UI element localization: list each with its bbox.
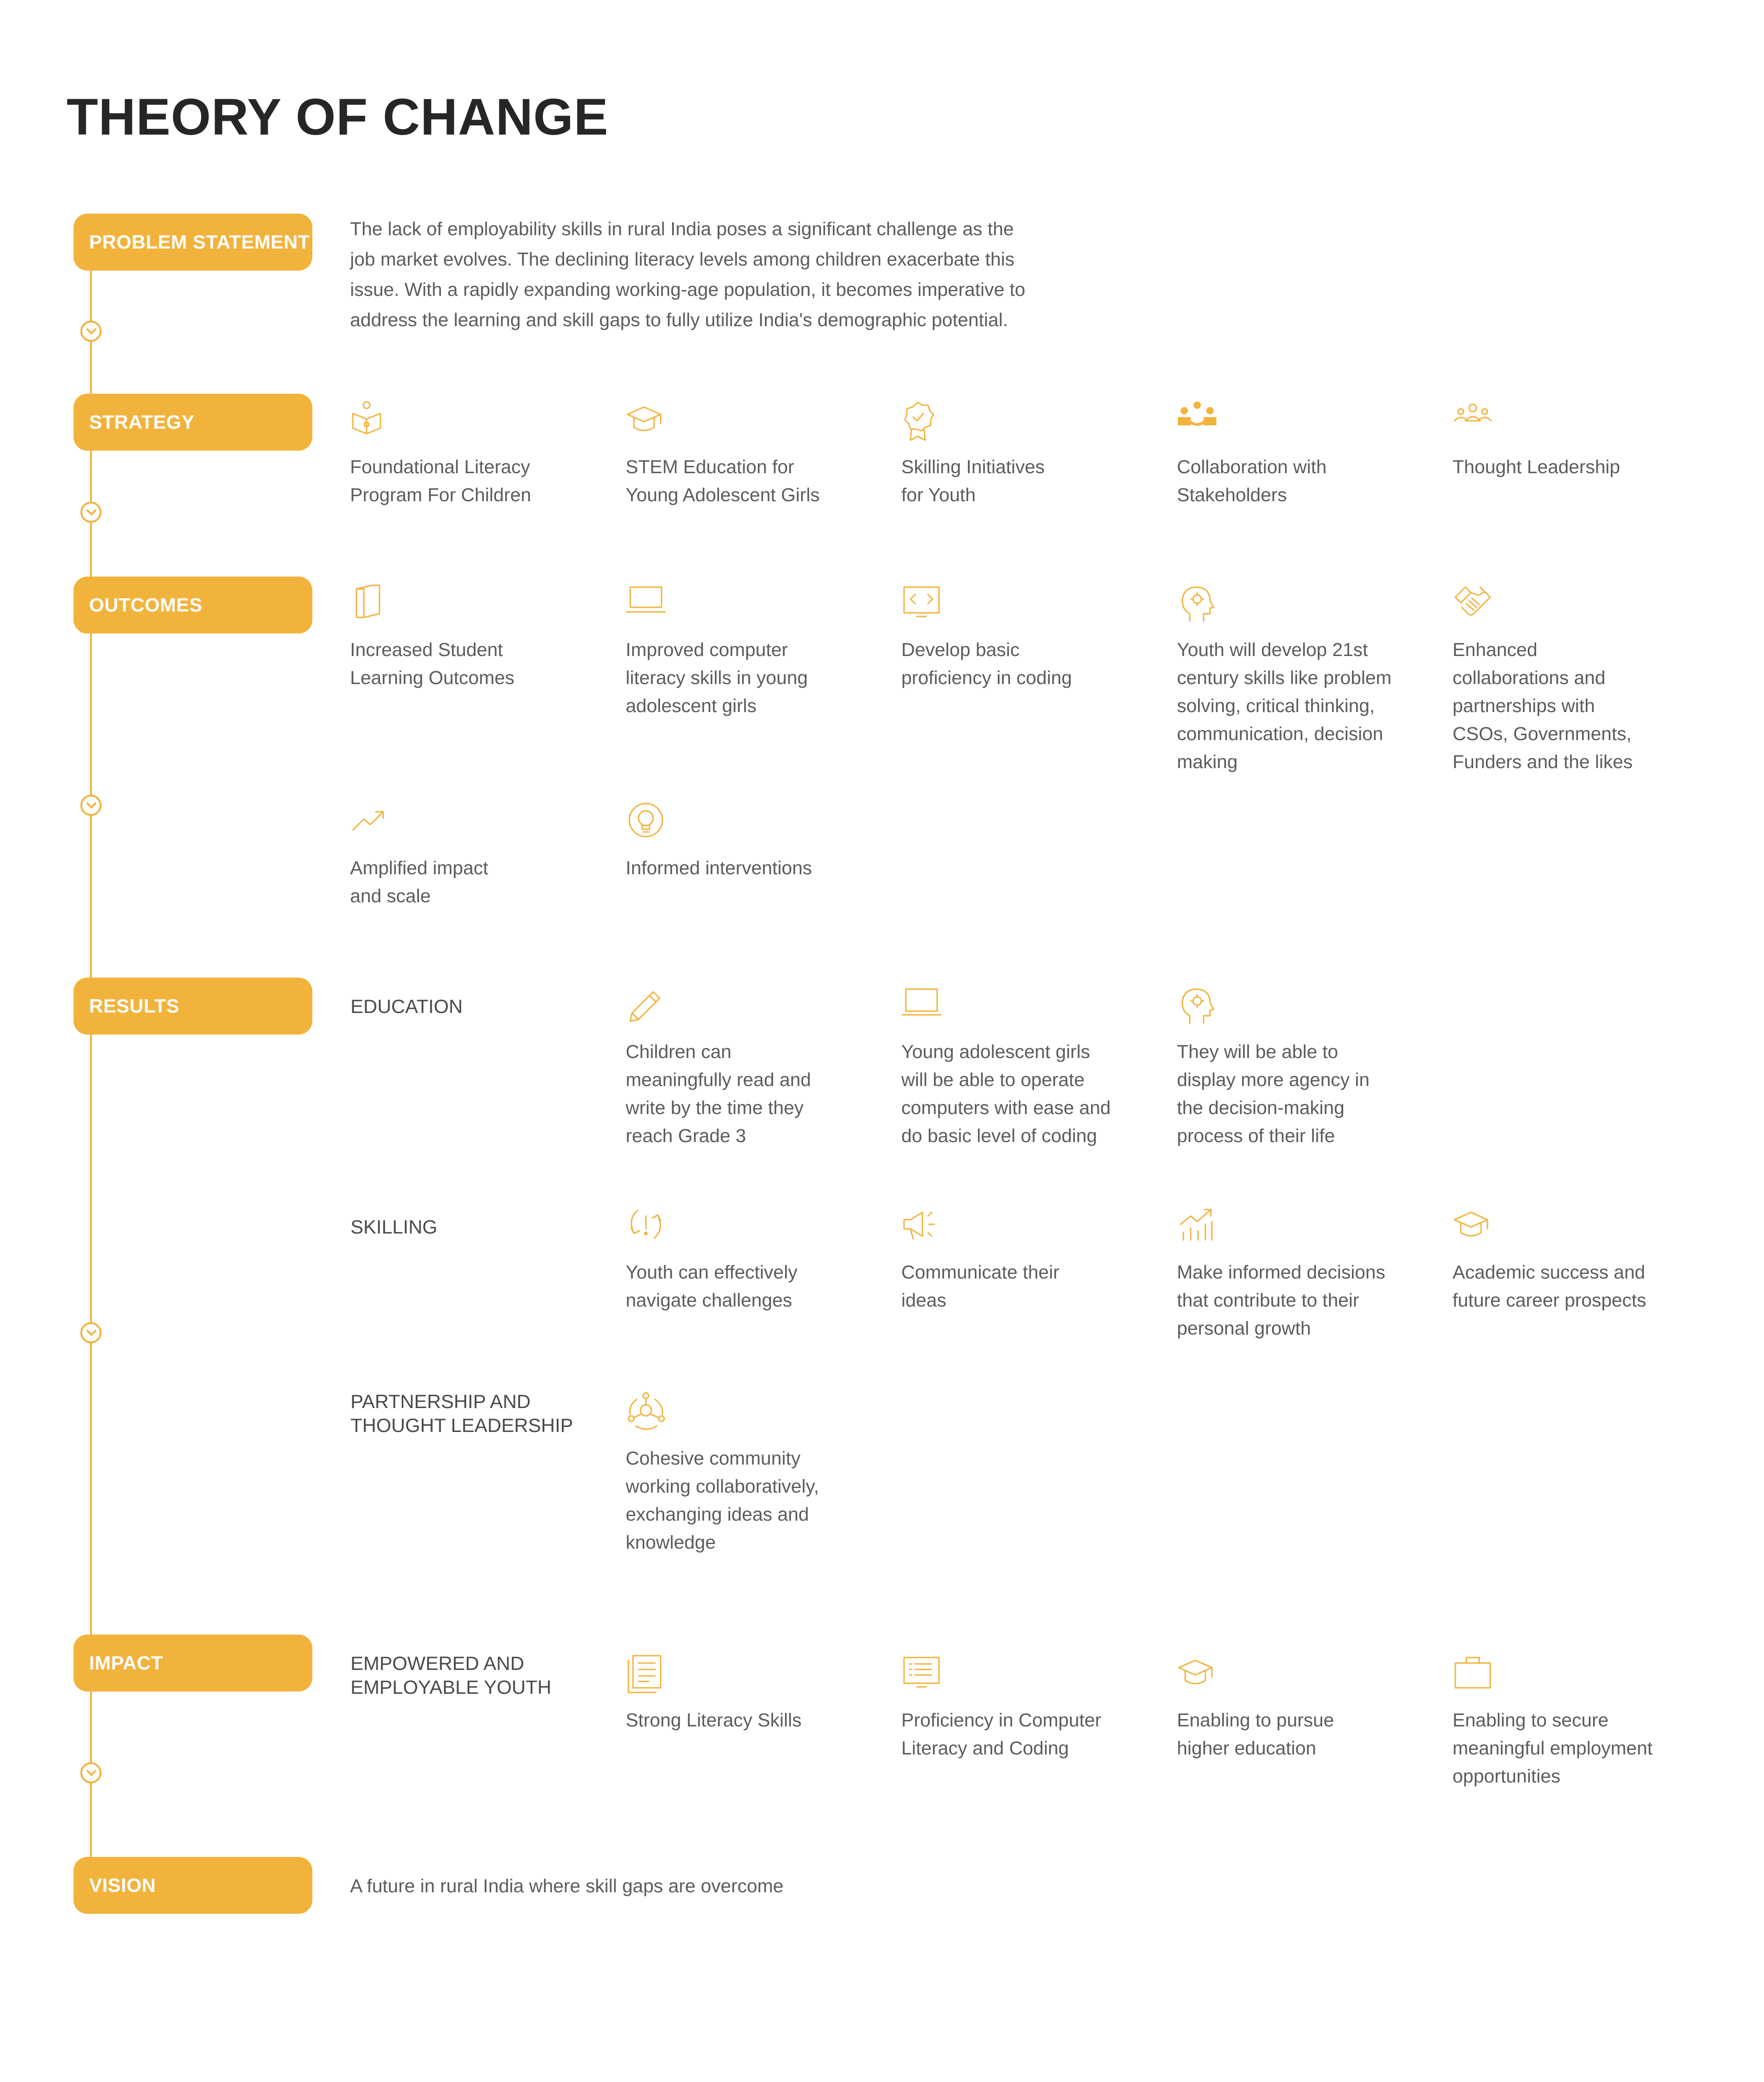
result-item: Academic success and future career prospe… bbox=[1453, 1206, 1710, 1314]
pencil-icon bbox=[626, 985, 667, 1027]
laptop-icon bbox=[901, 985, 943, 1027]
briefcase-icon bbox=[1453, 1654, 1494, 1695]
chevron-down-icon bbox=[80, 321, 102, 342]
outcome-item: Youth will develop 21st century skills li… bbox=[1177, 583, 1434, 776]
impact-item: Strong Literacy Skills bbox=[626, 1654, 883, 1734]
problem-statement-text: The lack of employability skills in rura… bbox=[350, 218, 1025, 330]
strategy-item: STEM Education for Young Adolescent Girls bbox=[626, 401, 883, 509]
growth-chart-icon bbox=[1177, 1206, 1218, 1247]
vision-text: A future in rural India where skill gaps… bbox=[350, 1875, 784, 1896]
strategy-item: Foundational Literacy Program For Childre… bbox=[350, 401, 607, 509]
result-item: Communicate their ideas bbox=[901, 1206, 1159, 1314]
result-item: Children can meaningfully read and write b… bbox=[626, 985, 883, 1150]
reading-child-icon bbox=[350, 401, 391, 442]
graduation-cap-icon bbox=[1177, 1654, 1218, 1695]
chevron-down-icon bbox=[80, 795, 102, 816]
stage-vision: VISION bbox=[74, 1857, 312, 1914]
strategy-item: Collaboration with Stakeholders bbox=[1177, 401, 1434, 509]
book-icon bbox=[350, 583, 391, 625]
impact-item: Proficiency in Computer Literacy and Codi… bbox=[901, 1654, 1159, 1762]
result-item: Youth can effectively navigate challenges bbox=[626, 1206, 883, 1314]
chevron-down-icon bbox=[80, 1322, 102, 1343]
graduation-cap-icon bbox=[1453, 1206, 1494, 1247]
chevron-down-icon bbox=[80, 1762, 102, 1783]
result-item: Make informed decisions that contribute t… bbox=[1177, 1206, 1434, 1342]
lightbulb-icon bbox=[626, 802, 667, 843]
stage-outcomes: OUTCOMES bbox=[74, 577, 312, 634]
chevron-down-icon bbox=[80, 502, 102, 523]
timeline-line bbox=[90, 257, 92, 1884]
result-item: They will be able to display more agency … bbox=[1177, 985, 1434, 1150]
handshake-icon bbox=[1453, 583, 1494, 625]
results-skilling-label: SKILLING bbox=[351, 1216, 438, 1238]
impact-item: Enabling to pursue higher education bbox=[1177, 1654, 1434, 1762]
outcome-item: Informed interventions bbox=[626, 802, 883, 882]
code-screen-icon bbox=[901, 583, 943, 625]
megaphone-icon bbox=[901, 1206, 943, 1247]
people-group-icon bbox=[1453, 401, 1494, 442]
computer-list-icon bbox=[901, 1654, 943, 1695]
head-gear-icon bbox=[1177, 583, 1218, 625]
results-education-label: EDUCATION bbox=[351, 996, 463, 1017]
graduation-cap-icon bbox=[626, 401, 667, 442]
outcome-item: Enhanced collaborations and partnerships w… bbox=[1453, 583, 1710, 776]
outcome-item: Increased Student Learning Outcomes bbox=[350, 583, 607, 692]
group-collaboration-icon bbox=[1177, 401, 1218, 442]
result-item: Young adolescent girls will be able to op… bbox=[901, 985, 1159, 1150]
outcome-item: Develop basic proficiency in coding bbox=[901, 583, 1159, 692]
document-icon bbox=[626, 1654, 667, 1695]
stage-results: RESULTS bbox=[74, 978, 312, 1035]
outcome-item: Amplified impact and scale bbox=[350, 802, 607, 910]
results-partnership-label: PARTNERSHIP AND THOUGHT LEADERSHIP bbox=[351, 1391, 573, 1436]
trend-up-icon bbox=[350, 802, 391, 843]
badge-check-icon bbox=[901, 401, 943, 442]
page-title: THEORY OF CHANGE bbox=[67, 88, 609, 146]
laptop-icon bbox=[626, 583, 667, 625]
strategy-item: Thought Leadership bbox=[1453, 401, 1710, 481]
stage-problem-statement: PROBLEM STATEMENT bbox=[74, 214, 312, 271]
navigate-arrows-icon bbox=[626, 1206, 667, 1247]
impact-item: Enabling to secure meaningful employment o… bbox=[1453, 1654, 1710, 1790]
impact-label: EMPOWERED AND EMPLOYABLE YOUTH bbox=[351, 1652, 552, 1698]
stage-impact: IMPACT bbox=[74, 1635, 312, 1692]
community-network-icon bbox=[626, 1392, 667, 1433]
head-gear-icon bbox=[1177, 985, 1218, 1027]
stage-strategy: STRATEGY bbox=[74, 394, 312, 451]
result-item: Cohesive community working collaborativel… bbox=[626, 1392, 883, 1556]
outcome-item: Improved computer literacy skills in youn… bbox=[626, 583, 883, 720]
strategy-item: Skilling Initiatives for Youth bbox=[901, 401, 1159, 509]
